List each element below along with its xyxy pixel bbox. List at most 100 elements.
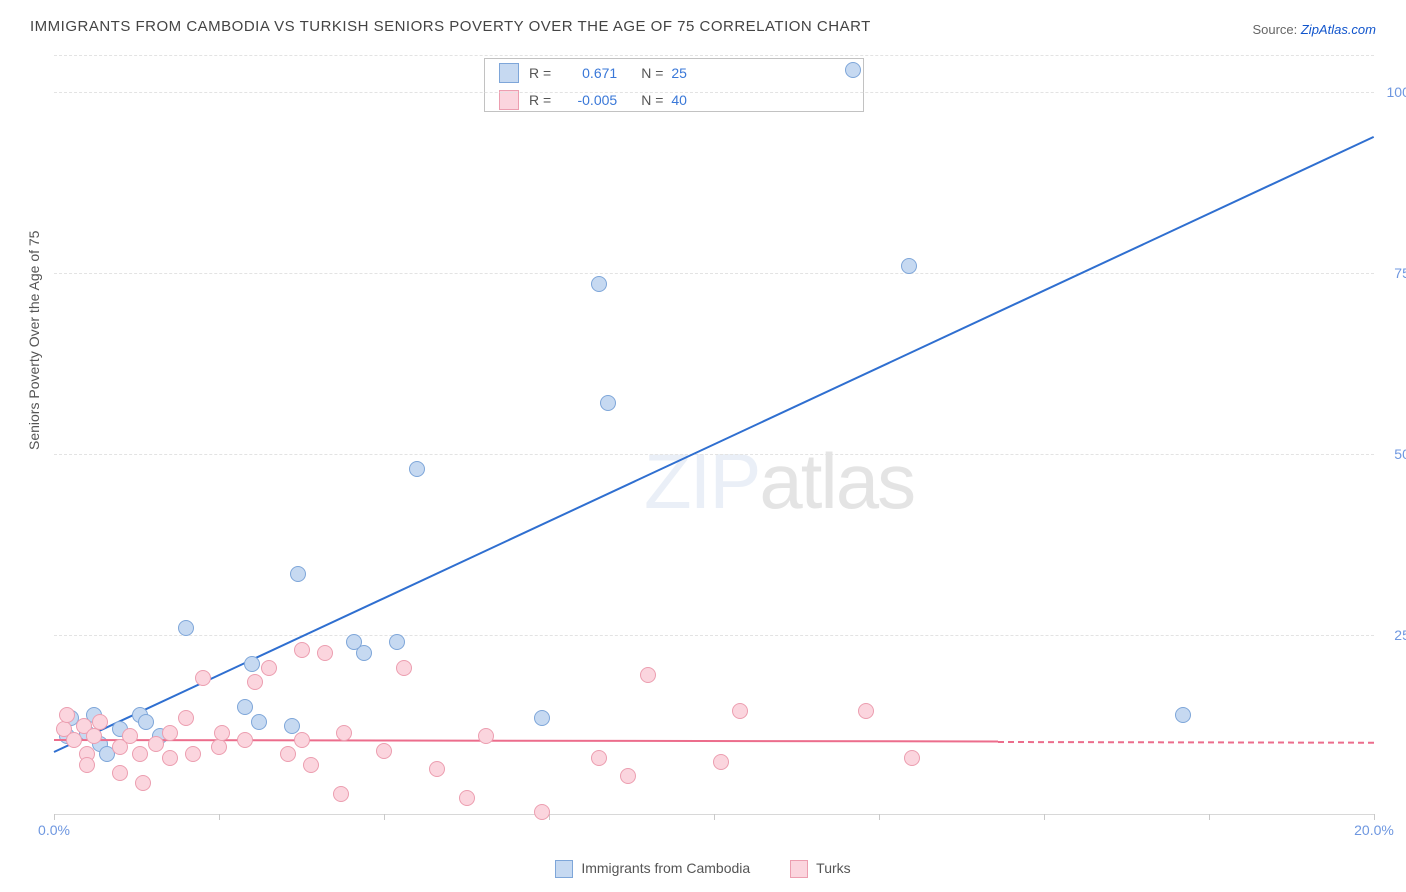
data-point [251,714,267,730]
source-label: Source: [1252,22,1300,37]
data-point [79,757,95,773]
data-point [237,699,253,715]
source-link[interactable]: ZipAtlas.com [1301,22,1376,37]
data-point [284,718,300,734]
data-point [86,728,102,744]
legend-n-label: N = [641,65,663,81]
data-point [185,746,201,762]
data-point [178,710,194,726]
x-tick-mark [1209,814,1210,820]
legend-r-value: -0.005 [559,92,617,108]
legend-swatch [790,860,808,878]
x-tick-mark [384,814,385,820]
data-point [247,674,263,690]
data-point [640,667,656,683]
legend-row: R = -0.005 N = 40 [485,86,863,113]
gridline [54,635,1374,636]
data-point [396,660,412,676]
data-point [346,634,362,650]
data-point [845,62,861,78]
data-point [732,703,748,719]
x-tick-mark [1374,814,1375,820]
legend-n-label: N = [641,92,663,108]
data-point [534,710,550,726]
legend-row: R = 0.671 N = 25 [485,59,863,86]
source-attribution: Source: ZipAtlas.com [1252,22,1376,37]
data-point [620,768,636,784]
data-point [591,750,607,766]
x-tick-mark [879,814,880,820]
legend-swatch [499,63,519,83]
data-point [389,634,405,650]
legend-r-label: R = [529,92,551,108]
data-point [429,761,445,777]
legend-swatch [555,860,573,878]
data-point [1175,707,1191,723]
data-point [195,670,211,686]
data-point [178,620,194,636]
data-point [591,276,607,292]
watermark: ZIPatlas [644,436,914,527]
data-point [376,743,392,759]
trend-line-dashed [998,741,1374,744]
scatter-chart: ZIPatlas R = 0.671 N = 25 R = -0.005 N = 40… [54,55,1374,815]
y-tick-label: 75.0% [1394,265,1406,281]
legend-item: Turks [790,860,850,878]
legend-label: Turks [816,860,850,876]
data-point [904,750,920,766]
y-tick-label: 25.0% [1394,627,1406,643]
x-tick-label: 20.0% [1354,822,1394,838]
data-point [478,728,494,744]
data-point [336,725,352,741]
gridline [54,273,1374,274]
data-point [122,728,138,744]
correlation-legend: R = 0.671 N = 25 R = -0.005 N = 40 [484,58,864,112]
data-point [148,736,164,752]
y-tick-label: 50.0% [1394,446,1406,462]
legend-n-value: 25 [671,65,687,81]
data-point [600,395,616,411]
legend-n-value: 40 [671,92,687,108]
series-legend: Immigrants from Cambodia Turks [0,860,1406,878]
data-point [92,714,108,730]
legend-r-label: R = [529,65,551,81]
x-tick-mark [219,814,220,820]
data-point [214,725,230,741]
x-tick-mark [714,814,715,820]
data-point [534,804,550,820]
chart-title: IMMIGRANTS FROM CAMBODIA VS TURKISH SENI… [30,18,871,35]
data-point [294,732,310,748]
x-tick-label: 0.0% [38,822,70,838]
y-tick-label: 100.0% [1387,84,1406,100]
legend-label: Immigrants from Cambodia [581,860,750,876]
y-axis-label: Seniors Poverty Over the Age of 75 [26,231,42,450]
data-point [244,656,260,672]
data-point [901,258,917,274]
data-point [135,775,151,791]
data-point [294,642,310,658]
x-tick-mark [1044,814,1045,820]
data-point [261,660,277,676]
data-point [59,707,75,723]
gridline [54,454,1374,455]
data-point [858,703,874,719]
data-point [459,790,475,806]
data-point [132,746,148,762]
data-point [66,732,82,748]
data-point [211,739,227,755]
legend-r-value: 0.671 [559,65,617,81]
data-point [333,786,349,802]
x-tick-mark [54,814,55,820]
data-point [138,714,154,730]
data-point [317,645,333,661]
gridline [54,92,1374,93]
data-point [162,750,178,766]
legend-item: Immigrants from Cambodia [555,860,750,878]
data-point [290,566,306,582]
trend-line [54,739,998,742]
data-point [280,746,296,762]
data-point [237,732,253,748]
data-point [713,754,729,770]
data-point [409,461,425,477]
data-point [162,725,178,741]
